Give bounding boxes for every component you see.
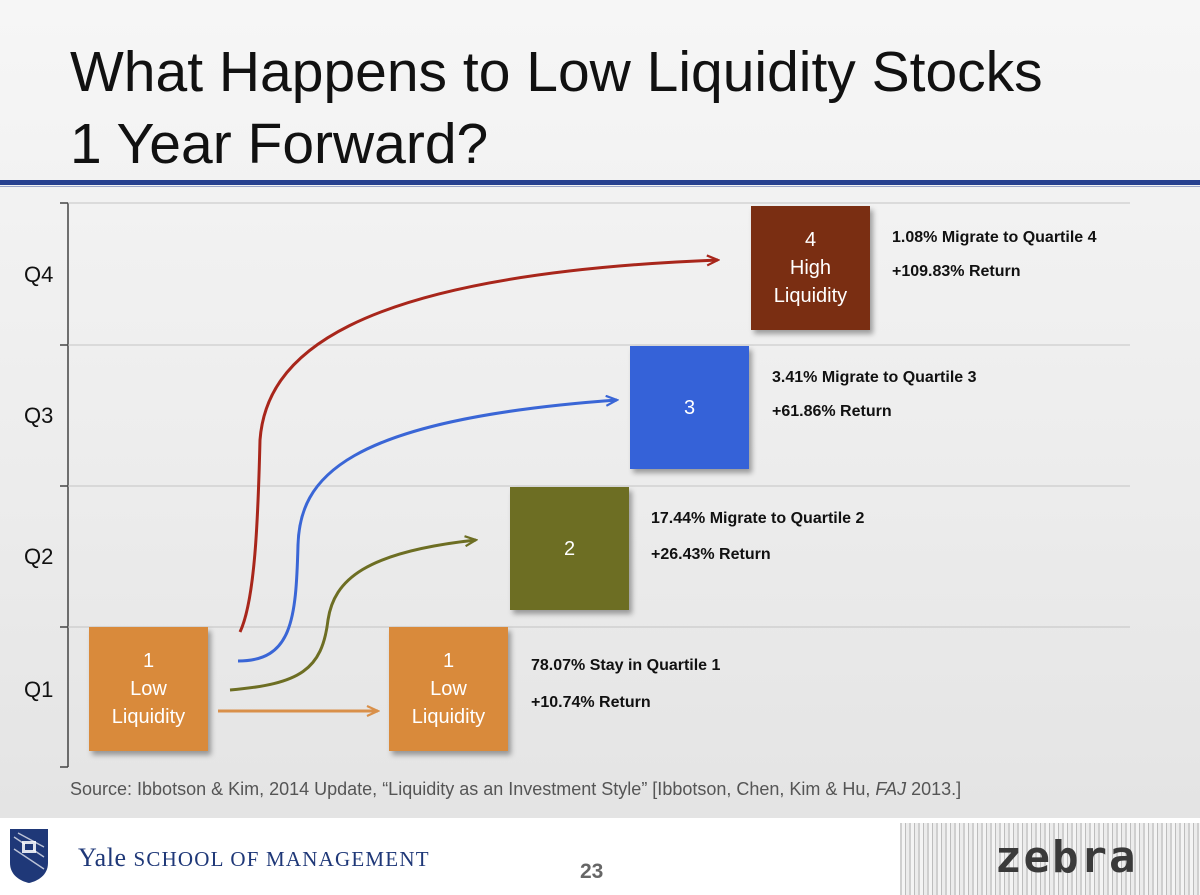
quartile-label-q2: Q2 (24, 544, 54, 569)
title-rule-shadow (0, 186, 1200, 187)
annotation-q1-migration: 78.07% Stay in Quartile 1 (531, 657, 721, 674)
quartile-label-q1: Q1 (24, 677, 54, 702)
slide-title: What Happens to Low Liquidity Stocks 1 Y… (70, 36, 1170, 180)
source-suffix: 2013.] (906, 779, 962, 799)
yale-shield-icon (10, 829, 48, 883)
box-quartile-2: 2 (510, 487, 629, 610)
start-box-low-liquidity: 1 Low Liquidity (89, 627, 208, 751)
arrow-q4 (238, 260, 718, 633)
page-number: 23 (580, 860, 604, 883)
source-journal: FAJ (875, 779, 907, 799)
annotation-q3-migration: 3.41% Migrate to Quartile 3 (772, 369, 977, 386)
zebra-logo: zebra (995, 832, 1138, 883)
box-line: Low (130, 678, 167, 700)
annotation-q4-migration: 1.08% Migrate to Quartile 4 (892, 229, 1097, 246)
box-line: High (789, 257, 832, 279)
title-line-2: 1 Year Forward? (70, 112, 489, 176)
annotation-q4-return: +109.83% Return (892, 263, 1021, 280)
title-rule (0, 180, 1200, 185)
school-text: SCHOOL OF MANAGEMENT (133, 847, 430, 871)
annotation-q2-return: +26.43% Return (651, 546, 771, 563)
box-line: 2 (563, 537, 576, 560)
arrow-q2 (229, 540, 476, 692)
arrow-q3 (237, 400, 617, 663)
box-line: 1 (142, 650, 155, 672)
box-quartile-1: 1 Low Liquidity (389, 627, 508, 751)
box-line: 1 (442, 650, 455, 672)
quartile-label-q4: Q4 (24, 262, 54, 287)
source-prefix: Source: Ibbotson & Kim, 2014 Update, “Li… (70, 779, 876, 799)
box-quartile-4: 4 High Liquidity (751, 206, 870, 330)
box-line: 3 (683, 396, 696, 419)
box-line: Liquidity (111, 706, 186, 728)
box-line: Liquidity (411, 706, 486, 728)
zebra-logo-stripes (900, 823, 1200, 895)
source-citation: Source: Ibbotson & Kim, 2014 Update, “Li… (70, 779, 961, 800)
annotation-q3-return: +61.86% Return (772, 403, 892, 420)
title-line-1: What Happens to Low Liquidity Stocks (70, 40, 1043, 104)
box-line: Liquidity (773, 285, 848, 307)
box-line: Low (430, 678, 467, 700)
box-quartile-3: 3 (630, 346, 749, 469)
box-line: 4 (804, 229, 817, 251)
yale-word: Yale (78, 843, 127, 872)
annotation-q1-return: +10.74% Return (531, 694, 651, 711)
quartile-label-q3: Q3 (24, 403, 54, 428)
annotation-q2-migration: 17.44% Migrate to Quartile 2 (651, 510, 865, 527)
yale-som-wordmark: Yale SCHOOL OF MANAGEMENT (78, 843, 430, 873)
